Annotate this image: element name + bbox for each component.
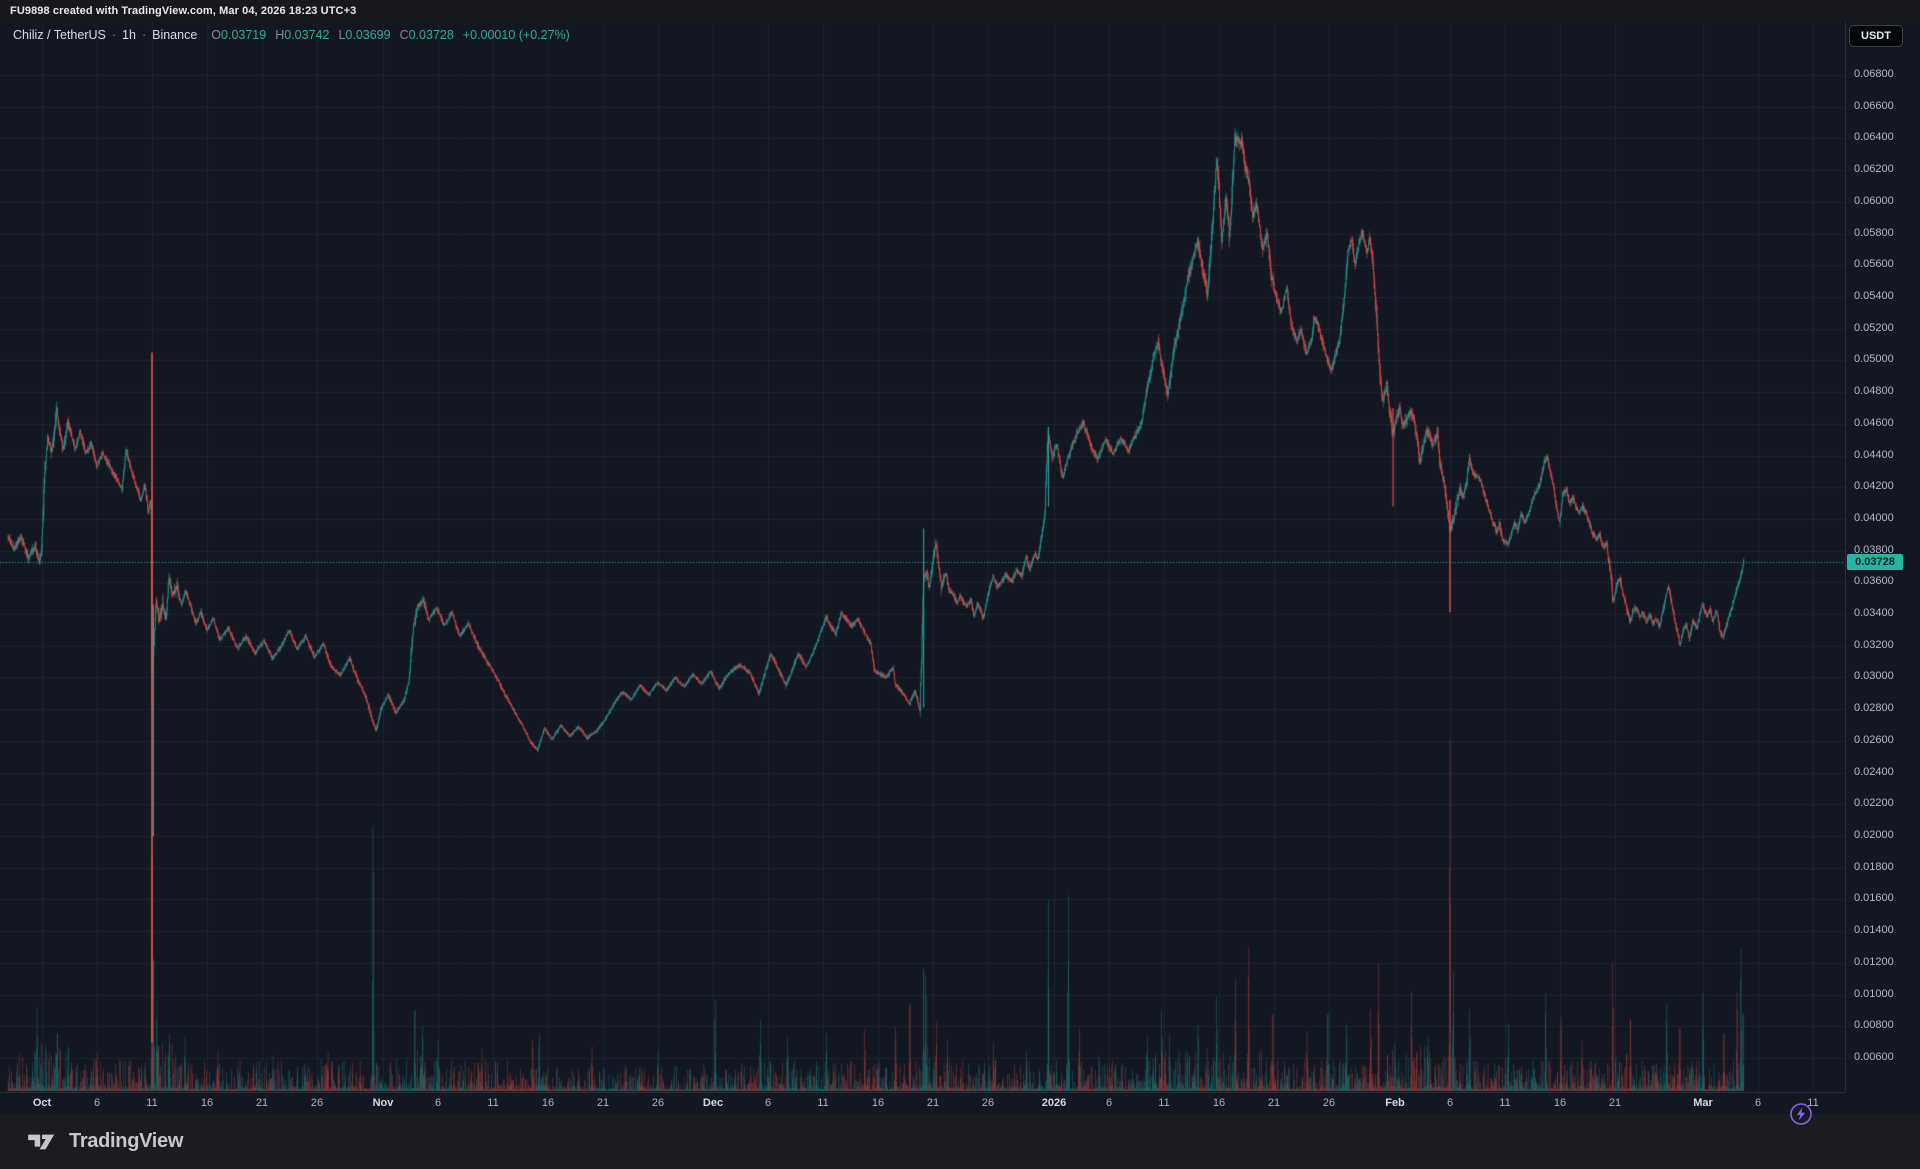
open-value: 0.03719 <box>221 28 267 42</box>
price-tick-label: 0.02400 <box>1854 765 1894 778</box>
price-tick-label: 0.02800 <box>1854 702 1894 715</box>
time-tick-label: 6 <box>93 1097 101 1109</box>
time-axis[interactable]: Oct 6 11 16 21 26 Nov 6 11 16 21 26 Dec 6 11 16 21 26 2026… <box>0 1092 1845 1115</box>
time-tick-label: 16 <box>871 1097 885 1109</box>
price-tick-label: 0.03800 <box>1854 543 1894 556</box>
price-tick-label: 0.02200 <box>1854 797 1894 810</box>
attribution-bar: FU9898 created with TradingView.com, Mar… <box>0 0 1920 22</box>
price-tick-label: 0.01000 <box>1854 987 1894 1000</box>
time-tick-label: 21 <box>1608 1097 1622 1109</box>
time-tick-label: 26 <box>310 1097 324 1109</box>
time-tick-label: 21 <box>255 1097 269 1109</box>
attribution-text: FU9898 created with TradingView.com, Mar… <box>10 5 357 17</box>
tradingview-logo-icon[interactable] <box>26 1129 60 1155</box>
symbol-name[interactable]: Chiliz / TetherUS <box>13 28 106 42</box>
low-label: L <box>338 28 346 42</box>
time-tick-label: 6 <box>1446 1097 1454 1109</box>
currency-unit-button[interactable]: USDT <box>1849 25 1903 47</box>
time-tick-label: 11 <box>487 1097 499 1109</box>
price-axis[interactable]: 0.06800 0.06600 0.06400 0.06200 0.06000 0.058… <box>1845 22 1920 1092</box>
price-tick-label: 0.06600 <box>1854 99 1894 112</box>
symbol-legend: Chiliz / TetherUS · 1h · Binance O 0.037… <box>13 28 570 42</box>
time-tick-label: 21 <box>596 1097 610 1109</box>
time-tick-label: 11 <box>1499 1097 1511 1109</box>
open-label: O <box>211 28 222 42</box>
price-tick-label: 0.02600 <box>1854 733 1894 746</box>
price-tick-label: 0.01600 <box>1854 892 1894 905</box>
time-tick-label: 16 <box>200 1097 214 1109</box>
time-tick-label: 21 <box>926 1097 940 1109</box>
price-tick-label: 0.06800 <box>1854 68 1894 80</box>
time-tick-label: 6 <box>1754 1097 1762 1109</box>
price-tick-label: 0.03600 <box>1854 575 1894 588</box>
price-tick-label: 0.04600 <box>1854 416 1894 429</box>
time-tick-label: 26 <box>1322 1097 1336 1109</box>
price-tick-label: 0.00800 <box>1854 1019 1894 1032</box>
price-tick-label: 0.04200 <box>1854 480 1894 493</box>
time-tick-label: 26 <box>651 1097 665 1109</box>
price-tick-label: 0.03000 <box>1854 670 1894 683</box>
legend-separator: · <box>141 28 147 42</box>
time-tick-label: Mar <box>1693 1097 1713 1109</box>
time-tick-label: Feb <box>1385 1097 1405 1109</box>
time-tick-label: 6 <box>1105 1097 1113 1109</box>
tradingview-logo-text[interactable]: TradingView <box>69 1130 184 1152</box>
price-tick-label: 0.06400 <box>1854 131 1894 144</box>
time-tick-label: Nov <box>372 1097 394 1109</box>
legend-separator: · <box>111 28 117 42</box>
time-tick-label: 16 <box>541 1097 555 1109</box>
price-tick-label: 0.01800 <box>1854 860 1894 873</box>
time-tick-label: 11 <box>1158 1097 1170 1109</box>
price-tick-label: 0.04400 <box>1854 448 1894 461</box>
price-tick-label: 0.05800 <box>1854 226 1894 239</box>
price-tick-label: 0.06000 <box>1854 194 1894 207</box>
price-tick-label: 0.05200 <box>1854 321 1894 334</box>
time-tick-label: 21 <box>1267 1097 1281 1109</box>
price-tick-label: 0.06200 <box>1854 163 1894 176</box>
last-price-badge: 0.03728 <box>1847 554 1903 571</box>
time-tick-label: 2026 <box>1041 1097 1067 1109</box>
price-tick-label: 0.05000 <box>1854 353 1894 366</box>
high-label: H <box>275 28 285 42</box>
price-tick-label: 0.03200 <box>1854 638 1894 651</box>
time-tick-label: 16 <box>1553 1097 1567 1109</box>
price-tick-label: 0.01200 <box>1854 955 1894 968</box>
time-tick-label: 6 <box>764 1097 772 1109</box>
time-tick-label: 16 <box>1212 1097 1226 1109</box>
time-tick-label: 11 <box>1807 1097 1819 1109</box>
price-tick-label: 0.00600 <box>1854 1051 1894 1063</box>
time-tick-label: 26 <box>981 1097 995 1109</box>
time-tick-label: 11 <box>146 1097 158 1109</box>
price-tick-label: 0.03400 <box>1854 607 1894 620</box>
change-value: +0.00010 (+0.27%) <box>462 28 570 42</box>
exchange-label: Binance <box>152 28 198 42</box>
footer-bar: TradingView <box>0 1114 1920 1169</box>
price-tick-label: 0.04000 <box>1854 511 1894 524</box>
price-tick-label: 0.05400 <box>1854 289 1894 302</box>
high-value: 0.03742 <box>284 28 330 42</box>
time-tick-label: Dec <box>702 1097 724 1109</box>
price-tick-label: 0.02000 <box>1854 829 1894 842</box>
time-tick-label: 11 <box>817 1097 829 1109</box>
price-tick-label: 0.01400 <box>1854 924 1894 937</box>
close-label: C <box>399 28 409 42</box>
time-tick-label: 6 <box>434 1097 442 1109</box>
lightning-icon[interactable] <box>1787 1100 1815 1128</box>
interval-label[interactable]: 1h <box>122 28 136 42</box>
low-value: 0.03699 <box>345 28 391 42</box>
price-tick-label: 0.04800 <box>1854 385 1894 398</box>
price-tick-label: 0.05600 <box>1854 258 1894 271</box>
close-value: 0.03728 <box>408 28 454 42</box>
time-tick-label: Oct <box>32 1097 52 1109</box>
